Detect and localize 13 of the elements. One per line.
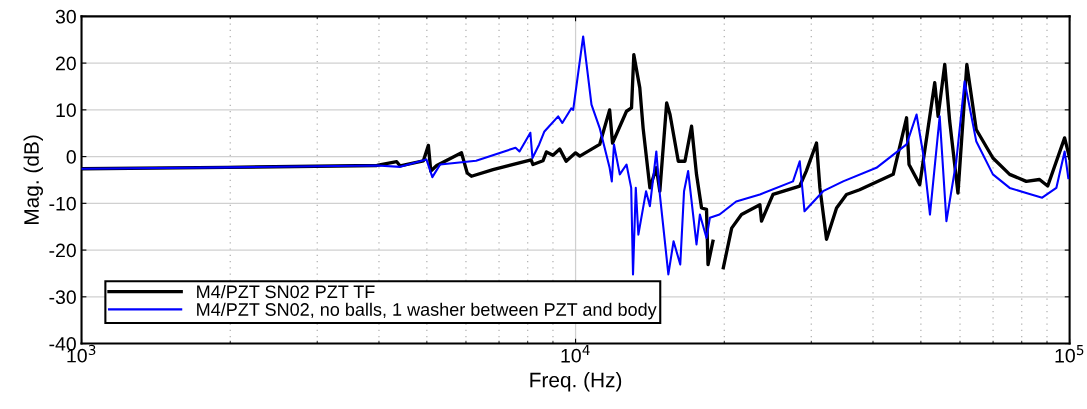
y-tick-label: -10 (49, 196, 76, 211)
legend-label: M4/PZT SN02 PZT TF (197, 284, 375, 299)
x-axis-title: Freq. (Hz) (530, 372, 622, 392)
y-tick-label: 20 (56, 56, 76, 71)
x-tick-label: 10$^{4}$ (561, 345, 590, 363)
y-tick-label: 0 (66, 150, 76, 164)
x-tick-label: 10$^{5}$ (1055, 345, 1084, 363)
y-tick-label: 30 (55, 9, 76, 24)
legend-label: M4/PZT SN02, no balls, 1 washer between PZT and body (197, 302, 657, 320)
y-tick-label: 10 (56, 103, 76, 118)
y-axis-title: Mag. (dB) (23, 135, 44, 224)
y-tick-label: -20 (49, 243, 76, 258)
y-tick-label: -30 (49, 290, 76, 305)
